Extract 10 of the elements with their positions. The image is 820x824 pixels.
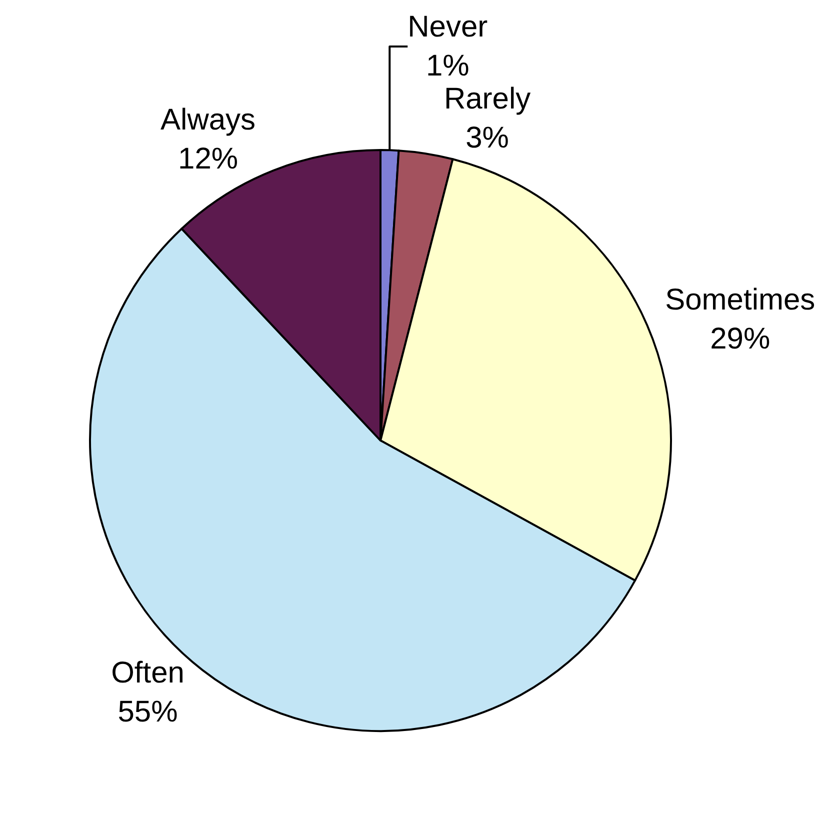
data-label: 3% [466,121,509,154]
slice-label: Never [408,10,488,44]
slice-label: Often [111,656,184,690]
data-label: 12% [178,142,238,176]
slice-label: Sometimes [665,283,816,316]
data-label: 29% [710,322,770,356]
data-label: 1% [426,49,470,82]
data-label: 55% [118,696,178,729]
slice-label: Always [160,103,256,136]
slice-label: Rarely [444,82,531,116]
